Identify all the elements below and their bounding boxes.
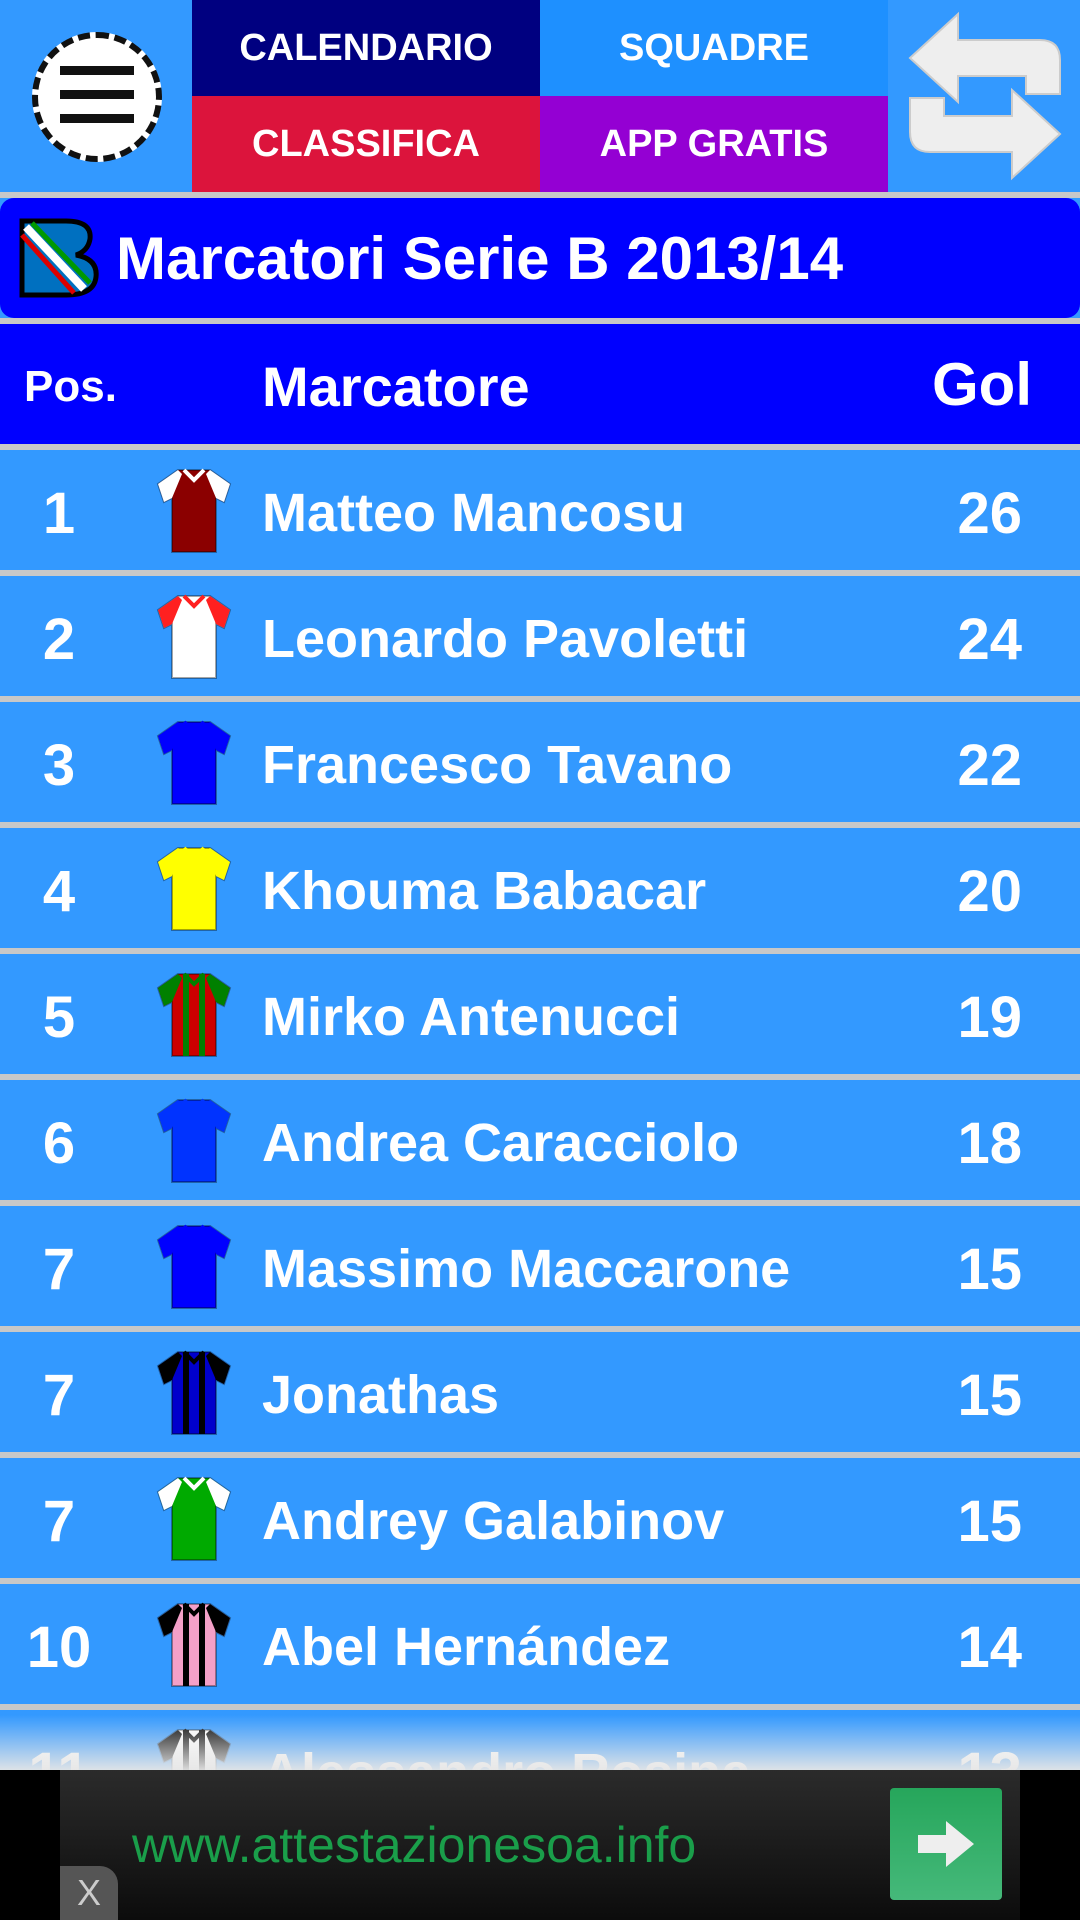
row-pos: 10 (26, 1615, 92, 1680)
top-bar: CALENDARIO SQUADRE CLASSIFICA APP GRATIS (0, 0, 1080, 192)
jersey-icon (156, 1098, 232, 1183)
table-row[interactable]: 5 Mirko Antenucci 19 (0, 948, 1080, 1074)
row-pos: 5 (42, 985, 76, 1050)
row-gol: 20 (957, 859, 1022, 924)
row-gol: 22 (957, 733, 1022, 798)
row-pos: 6 (42, 1111, 76, 1176)
row-name: Andrea Caracciolo (262, 1113, 740, 1173)
row-name: Andrey Galabinov (262, 1491, 725, 1551)
jersey-icon (156, 1350, 232, 1435)
table-header: Pos. Marcatore Gol (0, 324, 1080, 444)
serie-b-logo-icon (19, 218, 99, 298)
jersey-icon (156, 594, 232, 679)
jersey-icon (156, 1602, 232, 1687)
ad-url[interactable]: www.attestazionesoa.info (132, 1817, 697, 1873)
swap-icon[interactable] (900, 10, 1070, 182)
jersey-icon (156, 972, 232, 1057)
row-name: Mirko Antenucci (262, 987, 681, 1047)
table-row[interactable]: 10 Abel Hernández 14 (0, 1578, 1080, 1704)
jersey-icon (156, 846, 232, 931)
row-gol: 15 (957, 1363, 1022, 1428)
row-gol: 19 (957, 985, 1022, 1050)
table-row[interactable]: 6 Andrea Caracciolo 18 (0, 1074, 1080, 1200)
row-pos: 2 (42, 607, 76, 672)
divider (0, 318, 1080, 324)
row-name: Francesco Tavano (262, 735, 733, 795)
header-marcatore: Marcatore (262, 355, 530, 418)
row-gol: 15 (957, 1237, 1022, 1302)
nav-calendario[interactable]: CALENDARIO (192, 0, 540, 96)
table-row[interactable]: 2 Leonardo Pavoletti 24 (0, 570, 1080, 696)
row-name: Matteo Mancosu (262, 483, 686, 543)
row-pos: 7 (42, 1489, 76, 1554)
row-pos: 4 (42, 859, 76, 924)
row-pos: 7 (42, 1363, 76, 1428)
row-gol: 26 (957, 481, 1022, 546)
row-name: Massimo Maccarone (262, 1239, 791, 1299)
row-gol: 24 (957, 607, 1022, 672)
nav-app-gratis[interactable]: APP GRATIS (540, 96, 888, 192)
table-row[interactable]: 7 Massimo Maccarone 15 (0, 1200, 1080, 1326)
nav-classifica[interactable]: CLASSIFICA (192, 96, 540, 192)
menu-icon (60, 66, 134, 75)
table-row[interactable]: 7 Andrey Galabinov 15 (0, 1452, 1080, 1578)
table-row[interactable]: 3 Francesco Tavano 22 (0, 696, 1080, 822)
row-name: Abel Hernández (262, 1617, 671, 1677)
nav-squadre[interactable]: SQUADRE (540, 0, 888, 96)
row-gol: 14 (957, 1615, 1022, 1680)
row-pos: 3 (42, 733, 76, 798)
ad-close-button[interactable]: X (60, 1866, 118, 1920)
menu-icon (60, 90, 134, 99)
header-gol: Gol (932, 351, 1032, 418)
arrow-right-icon (918, 1821, 974, 1867)
row-gol: 18 (957, 1111, 1022, 1176)
row-name: Jonathas (262, 1365, 500, 1425)
jersey-icon (156, 1224, 232, 1309)
ad-go-button[interactable] (890, 1788, 1002, 1900)
row-pos: 7 (42, 1237, 76, 1302)
menu-icon (60, 114, 134, 123)
table-row[interactable]: 7 Jonathas 15 (0, 1326, 1080, 1452)
page-title: Marcatori Serie B 2013/14 (116, 224, 844, 292)
menu-button[interactable] (32, 32, 162, 162)
title-bar: Marcatori Serie B 2013/14 (0, 198, 1080, 318)
row-name: Leonardo Pavoletti (262, 609, 749, 669)
table-row[interactable]: 4 Khouma Babacar 20 (0, 822, 1080, 948)
jersey-icon (156, 468, 232, 553)
divider (0, 192, 1080, 198)
scorers-list[interactable]: 1 Matteo Mancosu 26 2 Leonardo Pavoletti … (0, 444, 1080, 1830)
header-pos: Pos. (24, 362, 117, 411)
jersey-icon (156, 720, 232, 805)
ad-banner[interactable]: www.attestazionesoa.info X (0, 1770, 1080, 1920)
row-name: Khouma Babacar (262, 861, 707, 921)
table-row[interactable]: 1 Matteo Mancosu 26 (0, 444, 1080, 570)
scroll-fade (0, 1715, 1080, 1770)
row-pos: 1 (42, 481, 76, 546)
jersey-icon (156, 1476, 232, 1561)
row-gol: 15 (957, 1489, 1022, 1554)
